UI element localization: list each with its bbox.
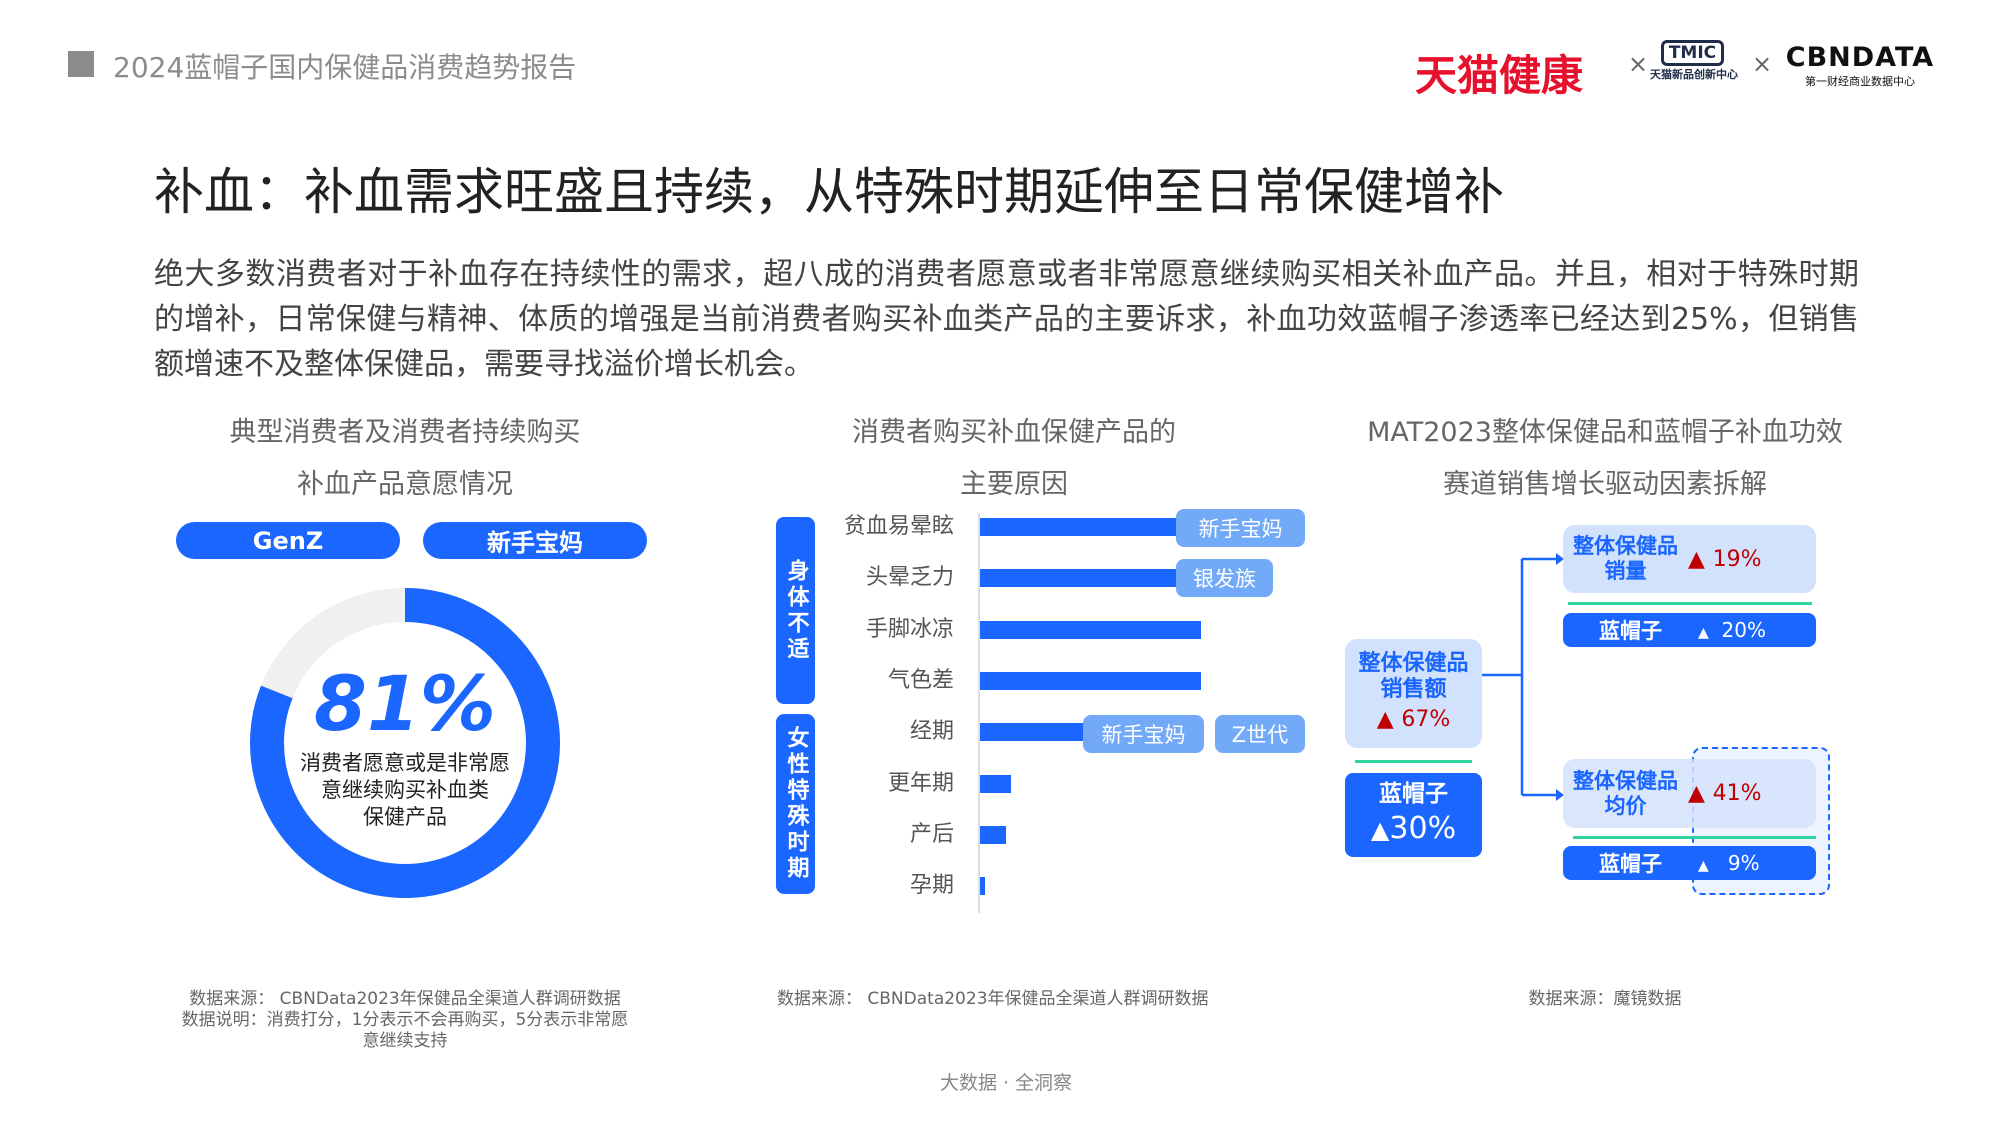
bluehat-value: 30% — [1389, 811, 1457, 846]
source-line: 数据说明：消费打分，1分表示不会再购买，5分表示非常愿 — [181, 1010, 629, 1030]
bar-label: 孕期 — [909, 873, 954, 899]
tag-gen-z: Z世代 — [1215, 715, 1305, 753]
bar — [980, 825, 1006, 844]
sales-bluehat-box: 蓝帽子 ▲30% — [1345, 773, 1482, 857]
divider-line — [1568, 602, 1812, 605]
bluehat-label: 蓝帽子 — [1379, 781, 1448, 807]
separator-x-icon: × — [1752, 50, 1773, 78]
new-mom-pill: 新手宝妈 — [423, 522, 647, 559]
separator-x-icon: × — [1628, 50, 1649, 78]
bar-label: 头晕乏力 — [865, 565, 954, 591]
price-value: 41% — [1712, 781, 1762, 806]
donut-caption-line: 消费者愿意或是非常愿 — [300, 751, 510, 775]
cbndata-logo-text: CBNDATA — [1785, 42, 1935, 73]
tmic-logo: TMIC 天猫新品创新中心 — [1650, 40, 1738, 82]
price-box: 整体保健品 均价 ▲ 41% — [1563, 759, 1816, 828]
donut-value: 81% — [314, 659, 496, 748]
volume-label: 整体保健品 — [1573, 534, 1678, 558]
bar-axis-line — [978, 513, 980, 913]
col2-source: 数据来源： CBNData2023年保健品全渠道人群调研数据 — [777, 989, 1209, 1009]
tag-new-mom: 新手宝妈 — [1083, 715, 1204, 753]
bar-label: 经期 — [909, 719, 954, 745]
donut-caption: 消费者愿意或是非常愿 意继续购买补血类 保健产品 — [255, 750, 555, 831]
volume-value: 19% — [1712, 546, 1762, 572]
up-arrow-icon: ▲ — [1370, 816, 1390, 844]
price-label: 均价 — [1604, 793, 1647, 818]
up-arrow-icon: ▲ — [1698, 625, 1709, 641]
bar-label: 更年期 — [887, 770, 954, 796]
price-label: 整体保健品 — [1573, 768, 1678, 793]
sales-label: 整体保健品 — [1358, 651, 1469, 676]
up-arrow-icon: ▲ — [1698, 858, 1709, 874]
donut-fill — [250, 588, 560, 898]
bluehat-value: 20% — [1721, 618, 1766, 642]
source-line: 意继续支持 — [362, 1031, 448, 1051]
sales-box: 整体保健品 销售额 ▲ 67% — [1345, 639, 1482, 748]
group-pill-female-periods: 女性特殊时期 — [776, 714, 815, 894]
intro-paragraph: 绝大多数消费者对于补血存在持续性的需求，超八成的消费者愿意或者非常愿意继续购买相… — [154, 257, 1859, 382]
header-square-icon — [68, 51, 94, 77]
col2-title-line1: 消费者购买补血保健产品的 — [852, 417, 1176, 448]
donut-chart — [250, 588, 560, 898]
volume-label: 销量 — [1604, 559, 1647, 583]
col1-source: 数据来源： CBNData2023年保健品全渠道人群调研数据 数据说明：消费打分… — [105, 989, 705, 1052]
cbndata-logo-sub: 第一财经商业数据中心 — [1805, 75, 1915, 88]
donut-caption-line: 保健产品 — [363, 805, 447, 829]
bluehat-value: 9% — [1727, 851, 1760, 875]
bar-label: 产后 — [909, 821, 954, 847]
divider-line — [1573, 836, 1816, 839]
bar — [980, 723, 1104, 742]
col1-title-line1: 典型消费者及消费者持续购买 — [229, 417, 581, 448]
col3-title-line1: MAT2023整体保健品和蓝帽子补血功效 — [1367, 417, 1843, 448]
divider-line — [1355, 760, 1472, 763]
tmic-logo-sub: 天猫新品创新中心 — [1650, 68, 1738, 81]
up-arrow-icon: ▲ — [1376, 707, 1394, 732]
donut-caption-line: 意继续购买补血类 — [321, 778, 489, 802]
price-bluehat-bar: 蓝帽子 ▲ 9% — [1563, 846, 1816, 880]
footer-tagline: 大数据 · 全洞察 — [939, 1072, 1073, 1094]
bar — [980, 671, 1201, 690]
col2-title-line2: 主要原因 — [960, 469, 1068, 500]
group-pill-body-discomfort: 身体不适 — [776, 517, 815, 704]
sales-value: 67% — [1401, 707, 1451, 732]
bar — [980, 569, 1206, 588]
bar — [980, 620, 1201, 639]
volume-box: 整体保健品 销量 ▲ 19% — [1563, 525, 1816, 593]
bar — [980, 877, 986, 896]
bar-label: 手脚冰凉 — [865, 616, 954, 642]
bluehat-label: 蓝帽子 — [1599, 619, 1662, 643]
genz-pill: GenZ — [176, 522, 400, 559]
cbndata-logo: CBNDATA 第一财经商业数据中心 — [1785, 42, 1935, 89]
col3-title-line2: 赛道销售增长驱动因素拆解 — [1443, 469, 1767, 500]
tag-new-mom: 新手宝妈 — [1176, 509, 1305, 547]
report-title: 2024蓝帽子国内保健品消费趋势报告 — [113, 51, 577, 84]
bar — [980, 774, 1011, 793]
connector-arrows — [1482, 553, 1564, 801]
sales-label: 销售额 — [1380, 677, 1447, 702]
page-title: 补血：补血需求旺盛且持续，从特殊时期延伸至日常保健增补 — [154, 163, 1504, 221]
tag-silver: 银发族 — [1176, 559, 1273, 597]
tmic-logo-text: TMIC — [1660, 40, 1725, 66]
tmall-health-logo: 天猫健康 — [1415, 51, 1584, 100]
bar — [980, 518, 1222, 536]
volume-bluehat-bar: 蓝帽子 ▲ 20% — [1563, 613, 1816, 647]
bar-label: 气色差 — [887, 667, 954, 693]
up-arrow-icon: ▲ — [1688, 546, 1705, 572]
bluehat-label: 蓝帽子 — [1599, 852, 1662, 876]
up-arrow-icon: ▲ — [1688, 781, 1705, 806]
source-line: 数据来源： CBNData2023年保健品全渠道人群调研数据 — [189, 989, 621, 1009]
col3-source: 数据来源：魔镜数据 — [1528, 989, 1682, 1009]
bar-label: 贫血易晕眩 — [843, 514, 954, 539]
col1-title-line2: 补血产品意愿情况 — [297, 469, 513, 500]
